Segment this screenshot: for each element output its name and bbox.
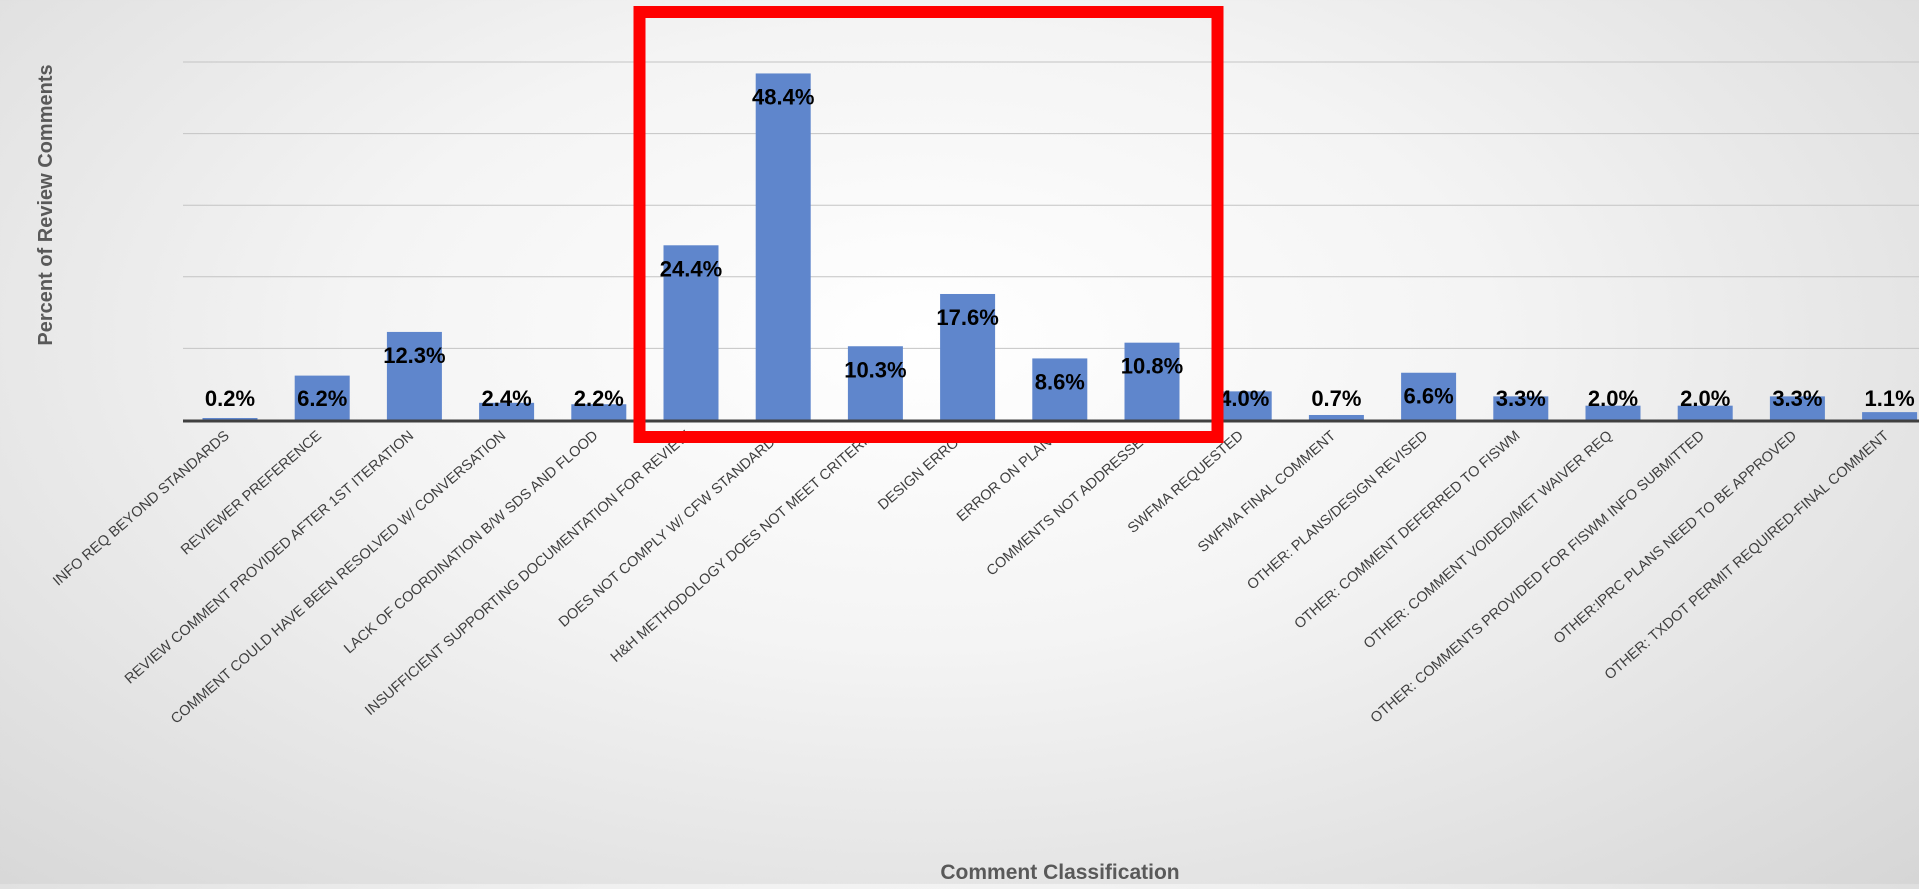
bar <box>202 418 258 420</box>
data-label: 48.4% <box>752 84 814 109</box>
data-label: 2.0% <box>1588 386 1638 411</box>
bar <box>663 245 719 420</box>
bar <box>1769 396 1825 420</box>
data-label: 3.3% <box>1772 386 1822 411</box>
data-label: 24.4% <box>660 256 722 281</box>
data-label: 10.3% <box>844 357 906 382</box>
bar <box>1493 396 1549 420</box>
x-tick-label: INSUFFICIENT SUPPORTING DOCUMENTATION FO… <box>362 428 694 719</box>
data-label: 4.0% <box>1219 386 1269 411</box>
bar <box>294 375 350 420</box>
bar <box>1308 414 1364 420</box>
data-label: 6.6% <box>1404 384 1454 409</box>
bar <box>386 331 442 420</box>
x-axis-title: Comment Classification <box>940 861 1179 884</box>
bar <box>1585 405 1641 420</box>
bar <box>847 346 903 420</box>
data-labels: 0.2% 6.2% 12.3% 2.4% 2.2% 24.4% 48.4% 10.3% 17.6… <box>205 84 1915 411</box>
x-tick-label: COMMENTS NOT ADDRESSED <box>984 428 1155 579</box>
x-tick-label: COMMENT COULD HAVE BEEN RESOLVED W/ CONV… <box>168 428 509 727</box>
data-label: 3.3% <box>1496 386 1546 411</box>
data-label: 2.2% <box>574 386 624 411</box>
bar <box>940 293 996 420</box>
highlight-box <box>633 6 1224 443</box>
x-tick-label: INFO REQ BEYOND STANDARDS <box>50 428 232 589</box>
bars <box>202 73 1918 421</box>
bar <box>1216 391 1272 420</box>
bar <box>571 404 627 420</box>
data-label: 1.1% <box>1865 386 1915 411</box>
data-label: 2.0% <box>1680 386 1730 411</box>
bar <box>1401 372 1457 420</box>
gridlines <box>183 61 1919 349</box>
data-label: 6.2% <box>297 386 347 411</box>
data-label: 17.6% <box>936 305 998 330</box>
bar <box>1124 342 1180 420</box>
bar <box>1032 358 1088 420</box>
y-axis-title: Percent of Review Comments <box>35 64 57 345</box>
data-label: 0.2% <box>205 386 255 411</box>
x-tick-label: OTHER: PLANS/DESIGN REVISED <box>1244 428 1431 593</box>
data-label: 8.6% <box>1035 369 1085 394</box>
data-label: 10.8% <box>1121 354 1183 379</box>
bar <box>1862 412 1918 420</box>
bar <box>1677 405 1733 420</box>
data-label: 2.4% <box>482 386 532 411</box>
data-label: 12.3% <box>383 343 445 368</box>
x-tick-label: OTHER: COMMENTS PROVIDED FOR FISWM INFO … <box>1368 428 1708 727</box>
bar <box>755 73 811 421</box>
data-label: 0.7% <box>1311 386 1361 411</box>
bar <box>479 402 535 420</box>
